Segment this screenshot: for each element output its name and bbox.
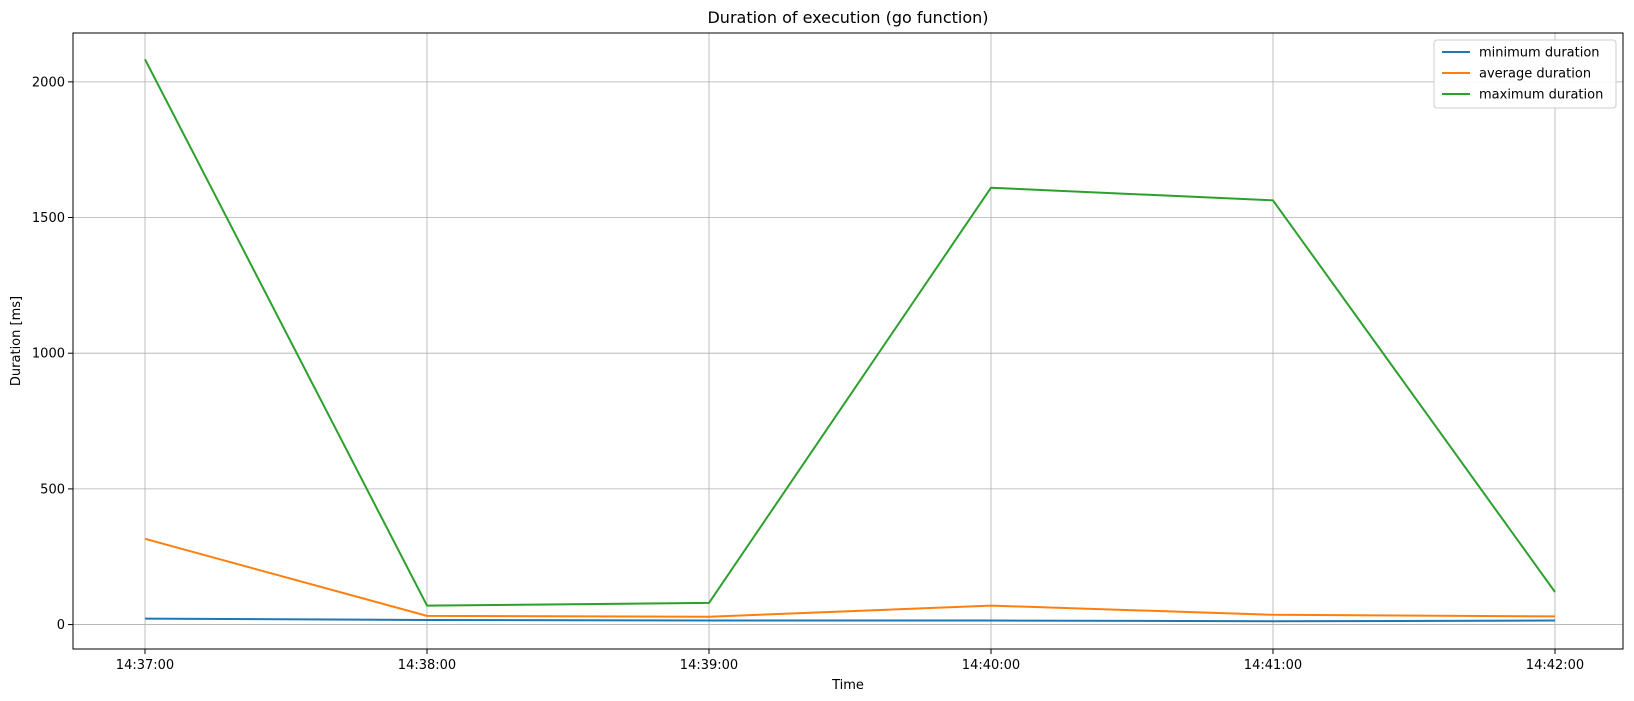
x-axis-ticks: 14:37:00 14:38:00 14:39:00 14:40:00 14:41:00…: [116, 649, 1584, 673]
series-line-maximum-duration: [144, 58, 1556, 607]
x-tick-label: 14:41:00: [1244, 658, 1302, 673]
x-tick-label: 14:40:00: [962, 658, 1020, 673]
legend: minimum duration average duration maximu…: [1433, 39, 1617, 109]
grid: [73, 33, 1623, 649]
x-tick-label: 14:39:00: [680, 658, 738, 673]
x-tick-label: 14:42:00: [1526, 658, 1584, 673]
series-lines: [144, 58, 1556, 623]
y-tick-label: 500: [40, 482, 65, 497]
x-tick-label: 14:37:00: [116, 658, 174, 673]
chart-title: Duration of execution (go function): [707, 8, 988, 27]
y-tick-label: 1500: [32, 211, 65, 226]
y-axis-label: Duration [ms]: [9, 296, 24, 386]
y-tick-label: 2000: [32, 75, 65, 90]
legend-frame: [1433, 39, 1617, 109]
y-tick-label: 0: [57, 618, 65, 633]
legend-entry-minimum: minimum duration: [1479, 46, 1600, 61]
legend-entry-average: average duration: [1479, 67, 1591, 82]
x-axis-label: Time: [831, 678, 864, 693]
plot-frame: [72, 32, 1624, 650]
y-axis-ticks: 0 500 1000 1500 2000: [32, 75, 73, 633]
series-line-average-duration: [144, 537, 1556, 618]
legend-entry-maximum: maximum duration: [1479, 88, 1603, 103]
series-line-minimum-duration: [144, 617, 1556, 623]
y-tick-label: 1000: [32, 347, 65, 362]
x-tick-label: 14:38:00: [398, 658, 456, 673]
